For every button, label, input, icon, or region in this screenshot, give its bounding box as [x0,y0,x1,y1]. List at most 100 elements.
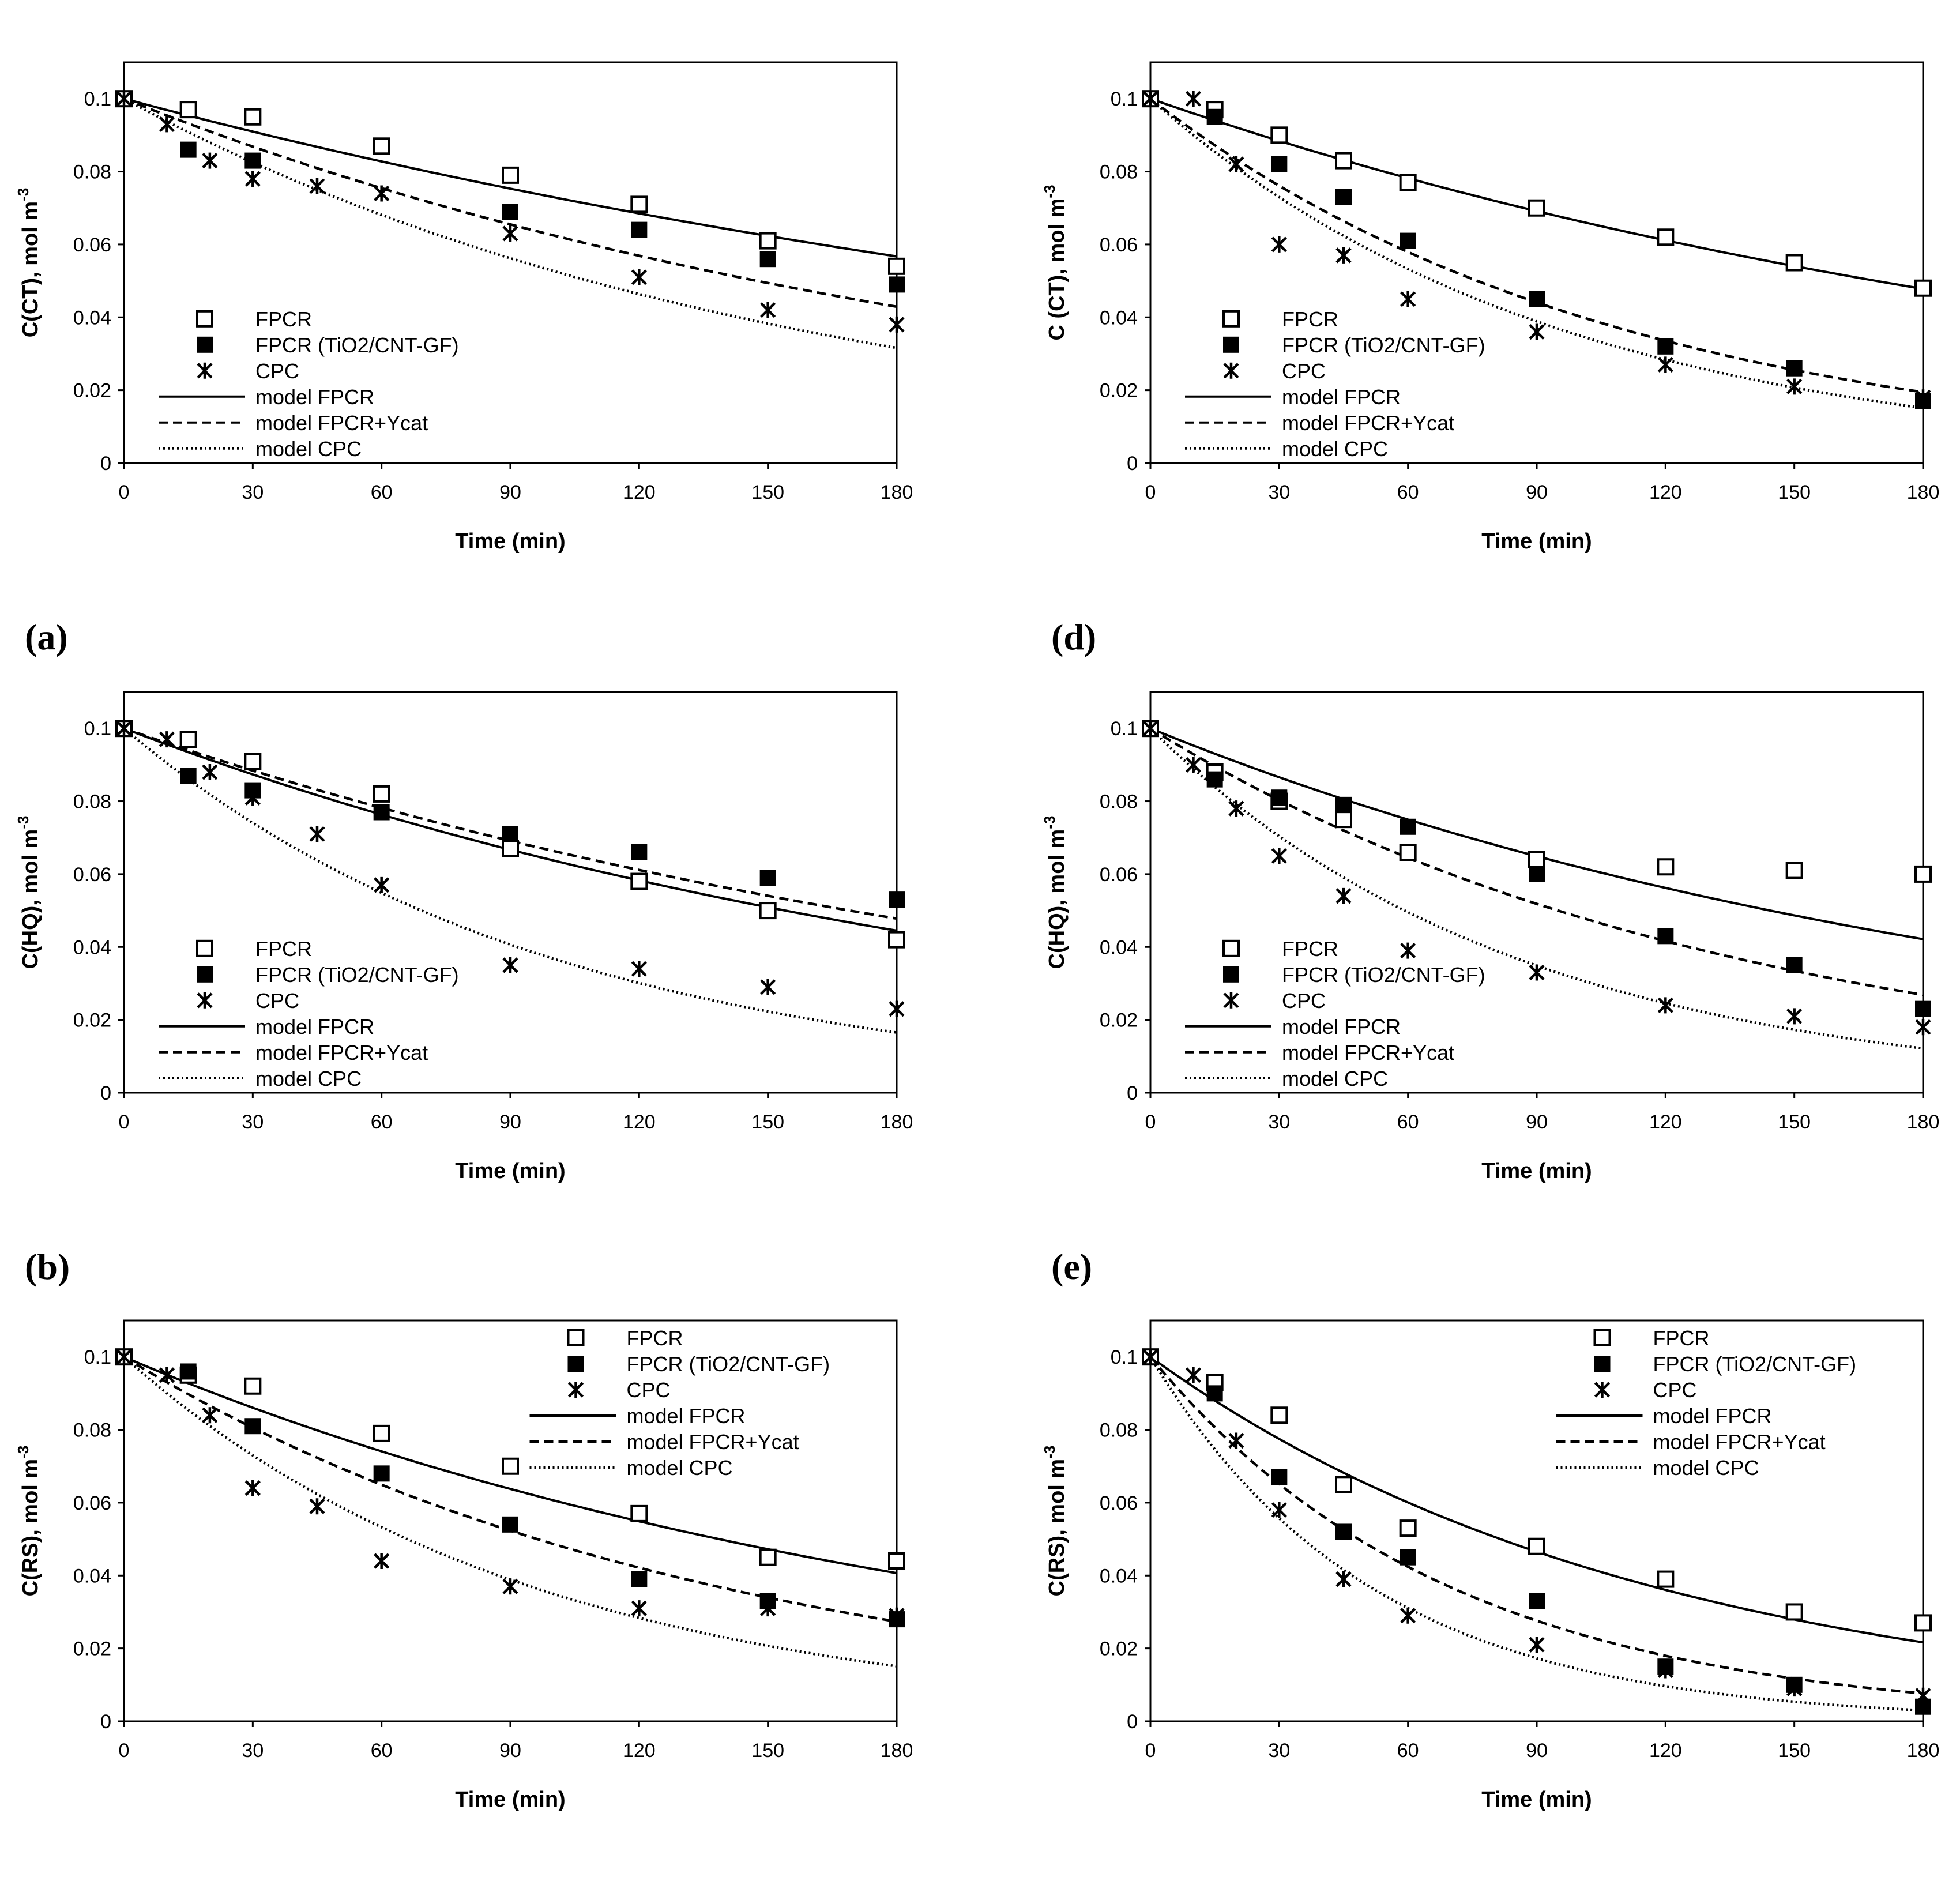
data-point-filled-square [1335,1523,1352,1540]
x-tick-label: 0 [1145,1740,1156,1762]
data-point-filled-square [1529,866,1545,882]
data-point-asterisk [1529,964,1545,981]
legend-marker [1594,1382,1611,1398]
data-point-asterisk [1228,800,1244,817]
x-tick-label: 150 [751,1740,784,1762]
data-point-asterisk [1142,1349,1158,1365]
y-axis-label: C (CT), mol m-3 [1041,185,1069,340]
data-point-asterisk [1271,1502,1287,1518]
y-axis-label: C(RS), mol m-3 [14,1446,43,1597]
chart-panel-e: 0 0.02 0.04 0.06 0.08 0.1 0 30 60 90 120 150 180 Time… [1041,691,1940,1287]
y-tick-label: 0 [1127,1711,1138,1733]
data-point-open-square [1914,279,1932,297]
legend-label: model FPCR+Ycat [627,1430,799,1454]
x-tick-label: 180 [881,1111,913,1133]
legend-label: model FPCR+Ycat [255,1041,428,1064]
data-point-open-square [1785,1603,1803,1621]
x-tick-label: 90 [1526,481,1548,503]
data-point-open-square [1399,1519,1417,1537]
data-point-asterisk [1142,720,1158,737]
y-axis-label-text: C(HQ), mol m [18,829,43,969]
x-tick-label: 120 [623,1740,656,1762]
data-point-asterisk [760,1600,776,1617]
x-tick-label: 0 [119,1740,130,1762]
chart-panel-b: 0 0.02 0.04 0.06 0.08 0.1 0 30 60 90 120 150 180 Time… [14,691,913,1287]
data-point-open-square [1528,851,1545,868]
data-point-filled-square [1529,291,1545,307]
legend-label: FPCR [1282,307,1338,331]
data-point-asterisk [1786,1680,1803,1697]
x-tick-label: 90 [499,1740,521,1762]
y-tick-label: 0.04 [1100,936,1138,958]
data-point-open-square [179,731,197,748]
data-point-open-square [1657,1570,1675,1588]
data-point-open-square [1335,1476,1352,1493]
chart-panel-f: 0 0.02 0.04 0.06 0.08 0.1 0 30 60 90 120 150 180 Time… [1041,1319,1939,1881]
legend-marker [1222,310,1240,328]
data-point-asterisk [116,91,132,107]
legend-label: model CPC [1282,437,1388,461]
data-point-filled-square [759,870,776,886]
chart-panel-d: 0 0.02 0.04 0.06 0.08 0.1 0 30 60 90 120 150 180 Time… [1041,61,1939,657]
y-tick-label: 0.08 [1100,1420,1138,1442]
legend-label: FPCR [1653,1326,1710,1350]
data-point-asterisk [244,171,261,187]
data-point-asterisk [1400,291,1416,307]
y-axis-label-text: C(CT), mol m [18,201,43,337]
data-point-asterisk [116,1349,132,1365]
data-point-asterisk [1529,323,1545,340]
chart-panel-a: 0 0.02 0.04 0.06 0.08 0.1 0 30 60 90 120 150 180 Time… [14,61,913,657]
x-tick-label: 90 [499,481,521,503]
data-point-filled-square [373,1465,390,1482]
y-tick-label: 0.1 [1111,88,1138,110]
y-axis-label: C(HQ), mol m-3 [14,816,43,969]
data-point-filled-square [631,844,648,860]
data-point-asterisk [159,1367,175,1383]
data-point-asterisk [1915,1687,1931,1704]
data-point-filled-square [1206,771,1223,788]
legend-label: model FPCR [1282,1015,1401,1039]
y-tick-label: 0.02 [1100,380,1138,402]
data-point-open-square [373,137,390,155]
data-point-filled-square [244,1418,261,1435]
y-axis-label-superscript: -3 [1041,185,1058,198]
data-point-asterisk [1529,1637,1545,1653]
data-point-filled-square [889,891,905,908]
x-tick-label: 120 [1649,1740,1682,1762]
x-tick-label: 120 [1649,481,1682,503]
data-point-open-square [888,931,905,949]
data-point-asterisk [202,764,218,780]
data-point-filled-square [1786,957,1803,973]
x-tick-label: 60 [371,1111,393,1133]
y-axis-label-superscript: -3 [14,188,32,201]
legend-label: FPCR [255,307,312,331]
x-tick-label: 150 [751,1111,784,1133]
data-point-asterisk [1335,1571,1352,1587]
data-point-asterisk [1335,247,1352,264]
data-point-asterisk [502,225,518,242]
legend-label: model FPCR [627,1404,746,1428]
data-point-open-square [630,1504,648,1522]
y-tick-label: 0 [100,1711,111,1733]
data-point-asterisk [374,876,390,893]
y-tick-label: 0.1 [84,88,111,110]
legend-label: model FPCR [1653,1404,1772,1428]
y-tick-label: 0.06 [1100,1492,1138,1514]
y-tick-label: 0.06 [73,864,111,886]
legend-marker [567,1382,584,1398]
data-point-asterisk [1228,156,1244,172]
legend-marker [197,362,213,379]
data-point-filled-square [1657,338,1674,355]
x-tick-label: 60 [1397,1740,1419,1762]
y-axis-label-text: C(RS), mol m [1045,1459,1069,1597]
legend-label: FPCR (TiO2/CNT-GF) [1653,1352,1857,1376]
data-point-asterisk [1228,1432,1244,1449]
data-point-filled-square [1206,108,1223,125]
data-point-open-square [759,902,777,920]
data-point-filled-square [180,1363,197,1380]
data-point-asterisk [309,1498,325,1515]
x-tick-label: 180 [1907,1111,1940,1133]
data-point-filled-square [889,276,905,293]
